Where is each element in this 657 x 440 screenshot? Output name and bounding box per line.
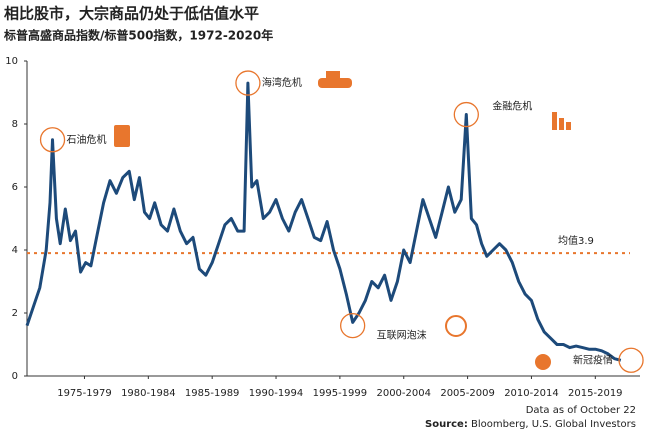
- icon-virus: [535, 354, 551, 370]
- icon-chart-b: [559, 118, 564, 130]
- chart-subtitle: 标普高盛商品指数/标普500指数，1972-2020年: [3, 28, 273, 43]
- x-tick-label: 2000-2004: [376, 388, 431, 399]
- source-text: Bloomberg, U.S. Global Investors: [471, 419, 636, 430]
- annotation-label: 互联网泡沫: [377, 329, 427, 342]
- y-tick-label: 8: [12, 119, 18, 130]
- annotation-label: 海湾危机: [262, 76, 302, 89]
- icon-barrel: [114, 125, 130, 147]
- annotation-label: 金融危机: [492, 100, 532, 113]
- x-tick-label: 1985-1989: [185, 388, 240, 399]
- annotation-circle: [340, 312, 366, 339]
- source: Source: Bloomberg, U.S. Global Investors: [425, 419, 636, 430]
- icon-tank: [318, 78, 352, 88]
- icon-chart-a: [552, 112, 557, 130]
- footnote: Data as of October 22: [526, 405, 636, 416]
- x-tick-label: 2010-2014: [504, 388, 559, 399]
- annotation-circle: [39, 127, 66, 153]
- x-tick-label: 2005-2009: [440, 388, 495, 399]
- annotation-circle: [453, 101, 479, 128]
- y-tick-label: 6: [12, 182, 18, 193]
- y-tick-label: 0: [12, 371, 18, 382]
- annotation-label: 新冠疫情: [573, 353, 613, 366]
- y-tick-label: 10: [5, 56, 18, 67]
- icon-globe: [445, 315, 467, 337]
- x-tick-label: 2015-2019: [568, 388, 623, 399]
- chart-title: 相比股市，大宗商品仍处于低估值水平: [4, 5, 259, 23]
- annotation-circle: [235, 70, 261, 96]
- x-tick-label: 1980-1984: [121, 388, 176, 399]
- mean-label: 均值3.9: [558, 234, 594, 247]
- icon-tank-top: [326, 71, 340, 78]
- annotation-label: 石油危机: [67, 133, 107, 146]
- series-line: [25, 81, 622, 362]
- y-tick-label: 2: [12, 308, 18, 319]
- x-tick-label: 1995-1999: [313, 388, 368, 399]
- source-label: Source:: [425, 419, 468, 430]
- icons: [114, 71, 571, 370]
- annotation-circle: [618, 347, 644, 373]
- x-tick-label: 1990-1994: [249, 388, 304, 399]
- y-tick-label: 4: [12, 245, 18, 256]
- x-tick-label: 1975-1979: [57, 388, 112, 399]
- icon-chart-c: [566, 122, 571, 130]
